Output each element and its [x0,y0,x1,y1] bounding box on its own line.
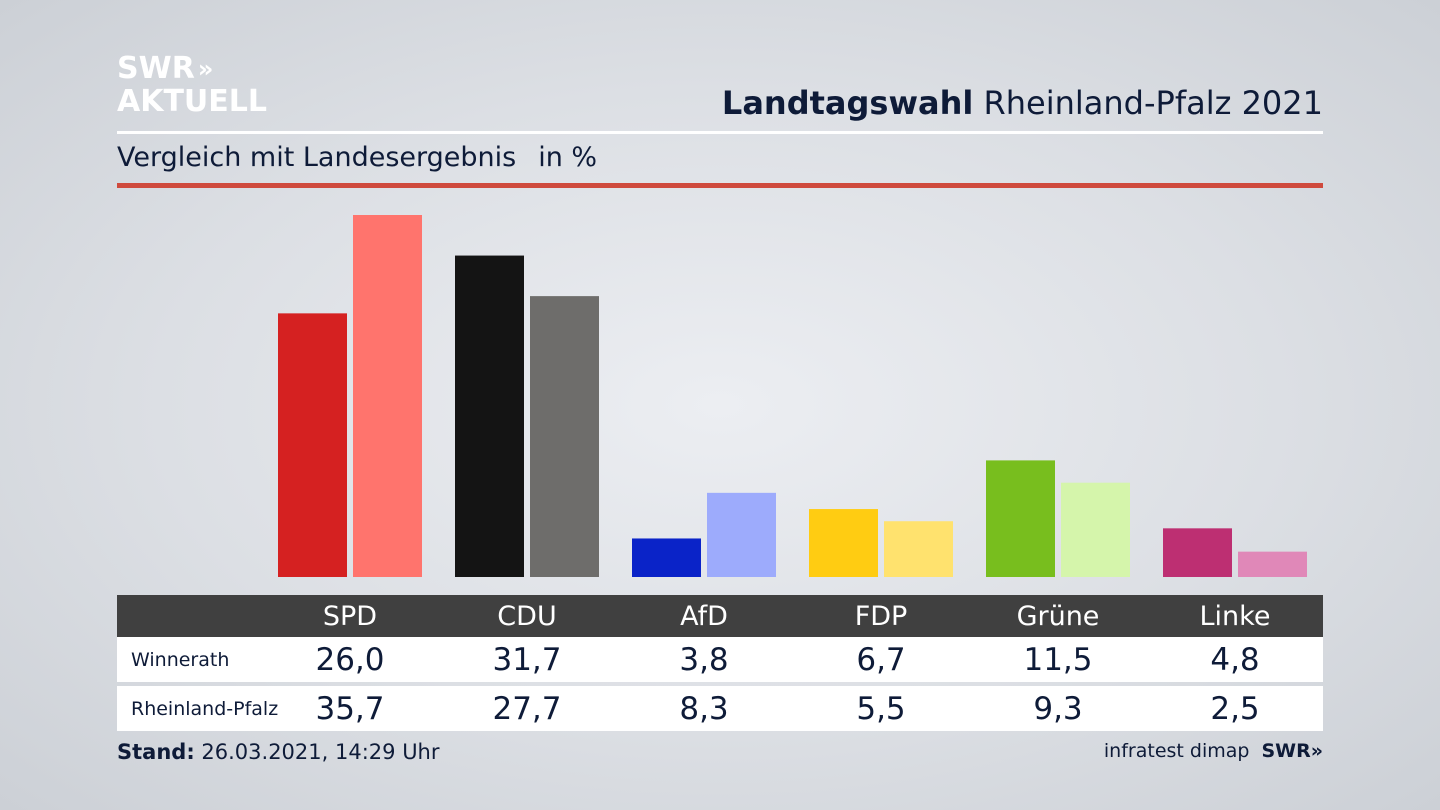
results-table: SPD CDU AfD FDP Grüne Linke Winnerath 26… [117,595,1323,731]
table-cell: 2,5 [1210,690,1260,727]
bar-fdp-rheinland-pfalz [884,521,953,577]
table-cell: 27,7 [492,690,562,727]
table-cell: 6,7 [856,641,906,678]
bar-fdp-winnerath [809,509,878,577]
table-header-cell: Grüne [1016,600,1100,632]
bar-grne-rheinland-pfalz [1061,482,1130,577]
table-cell: 26,0 [315,641,385,678]
stand-value: 26.03.2021, 14:29 Uhr [201,740,440,764]
stand-timestamp: Stand: 26.03.2021, 14:29 Uhr [117,740,440,764]
table-cell: 35,7 [315,690,385,727]
table-cell: 3,8 [679,641,729,678]
bar-linke-winnerath [1163,528,1232,577]
row-label: Winnerath [131,648,230,671]
table-header-cell: SPD [322,600,378,632]
stand-label: Stand: [117,740,195,764]
bar-cdu-rheinland-pfalz [530,296,599,577]
table-header-cell: Linke [1199,600,1271,632]
table-row: Rheinland-Pfalz 35,7 27,7 8,3 5,5 9,3 2,… [117,686,1323,731]
swr-brand-logo: SWR» [1261,740,1323,762]
bar-afd-rheinland-pfalz [707,492,776,577]
row-label: Rheinland-Pfalz [131,697,279,720]
logo-swr-text: SWR [117,51,195,86]
subtitle-unit: in % [538,142,598,173]
table-cell: 31,7 [492,641,562,678]
swr-aktuell-logo: SWR» AKTUELL [117,54,267,117]
bar-afd-winnerath [632,538,701,577]
table-header-cell: AfD [680,600,728,632]
table-row: Winnerath 26,0 31,7 3,8 6,7 11,5 4,8 [117,637,1323,682]
table-header-cell: FDP [854,600,908,632]
page-title: Landtagswahl Rheinland-Pfalz 2021 [722,84,1323,122]
table-header-row: SPD CDU AfD FDP Grüne Linke [117,595,1323,637]
table-cell: 8,3 [679,690,729,727]
table-cell: 4,8 [1210,641,1260,678]
title-bold: Landtagswahl [721,84,974,122]
table-header-cell: CDU [497,600,557,632]
logo-aktuell-text: AKTUELL [117,84,268,119]
source-text: infratest dimap [1103,740,1250,762]
subtitle-text: Vergleich mit Landesergebnis [117,142,517,173]
title-rest: Rheinland-Pfalz 2021 [983,84,1323,122]
bar-linke-rheinland-pfalz [1238,551,1307,577]
accent-divider [117,183,1323,188]
table-cell: 9,3 [1033,690,1083,727]
header-divider [117,131,1323,134]
bar-spd-winnerath [278,313,347,577]
logo-chevron-icon: » [197,55,213,83]
bar-chart [278,215,1307,577]
table-cell: 11,5 [1023,641,1093,678]
bar-spd-rheinland-pfalz [353,215,422,577]
source-credit: infratest dimap SWR» [1104,740,1323,762]
chart-subtitle: Vergleich mit Landesergebnis in % [117,142,597,173]
bar-cdu-winnerath [455,255,524,577]
table-cell: 5,5 [856,690,906,727]
bar-grne-winnerath [986,460,1055,577]
